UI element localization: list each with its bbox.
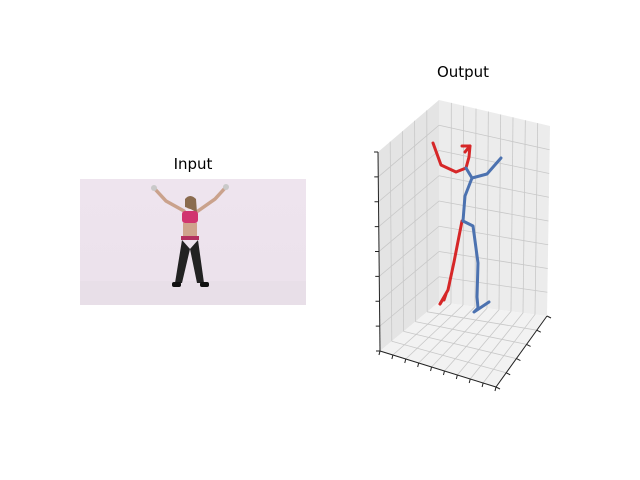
back-grid-horizontal [438, 276, 548, 293]
y-axis-tick [516, 358, 521, 362]
right-leg-bones [461, 219, 480, 310]
spine-bones [461, 176, 474, 223]
floor-grid-b [392, 303, 452, 356]
left-foot-bones [438, 292, 448, 306]
y-axis-tick [505, 372, 511, 376]
y-axis-tick [526, 343, 531, 347]
side-grid-horizontal [378, 225, 440, 277]
back-grid-horizontal [438, 225, 549, 246]
x-axis-tick [404, 358, 407, 364]
input-photo [80, 179, 306, 305]
axes-ticks [374, 151, 552, 392]
right-foot-bones [472, 300, 491, 314]
y-axis-tick [495, 386, 501, 390]
x-axis-tick [455, 374, 458, 380]
axis-line [379, 350, 497, 388]
back-grid-horizontal [438, 175, 549, 198]
floor-grid-b [469, 312, 524, 380]
left-arm-bones [431, 141, 468, 174]
x-axis-tick [430, 366, 433, 372]
back-grid-horizontal [438, 124, 550, 151]
side-grid-horizontal [379, 251, 440, 302]
side-grid-horizontal [377, 124, 440, 178]
floor-grid-b [431, 307, 488, 368]
head-top-bone [463, 144, 472, 154]
x-axis-tick [442, 370, 445, 376]
side-grid-horizontal [378, 200, 440, 252]
photo-floor [80, 281, 306, 305]
back-grid-horizontal [438, 200, 549, 222]
right-arm-bones [464, 156, 503, 180]
floor-grid-b [482, 314, 536, 384]
dancer-figure [151, 184, 229, 287]
side-grid-horizontal [379, 276, 440, 327]
back-pane [439, 100, 550, 316]
side-grid-horizontal [378, 150, 440, 203]
floor-grid-a [415, 321, 527, 345]
floor-grid-b [444, 309, 500, 372]
axes-grid [377, 102, 550, 388]
y-axis-tick [546, 315, 552, 319]
floor-grid-a [427, 311, 537, 331]
x-axis-tick [378, 350, 381, 356]
y-axis-tick [536, 329, 542, 333]
x-axis-tick [391, 354, 394, 360]
floor-grid-a [391, 340, 507, 374]
x-axis-tick [481, 382, 484, 388]
output-title: Output [436, 63, 490, 81]
head-bones [460, 144, 472, 170]
axis-line [495, 315, 548, 388]
floor-grid-a [403, 331, 517, 359]
side-grid-horizontal [378, 175, 440, 227]
x-axis-tick [468, 378, 471, 384]
back-grid-horizontal [438, 150, 550, 174]
floor-grid-b [457, 311, 512, 376]
x-axis-tick [494, 386, 497, 392]
input-title: Input [173, 155, 213, 173]
back-grid-horizontal [438, 251, 548, 269]
x-axis-tick [417, 362, 420, 368]
floor-grid-b [418, 306, 476, 364]
side-pane [378, 100, 439, 351]
skeleton [431, 141, 503, 314]
floor-grid-b [405, 304, 464, 360]
